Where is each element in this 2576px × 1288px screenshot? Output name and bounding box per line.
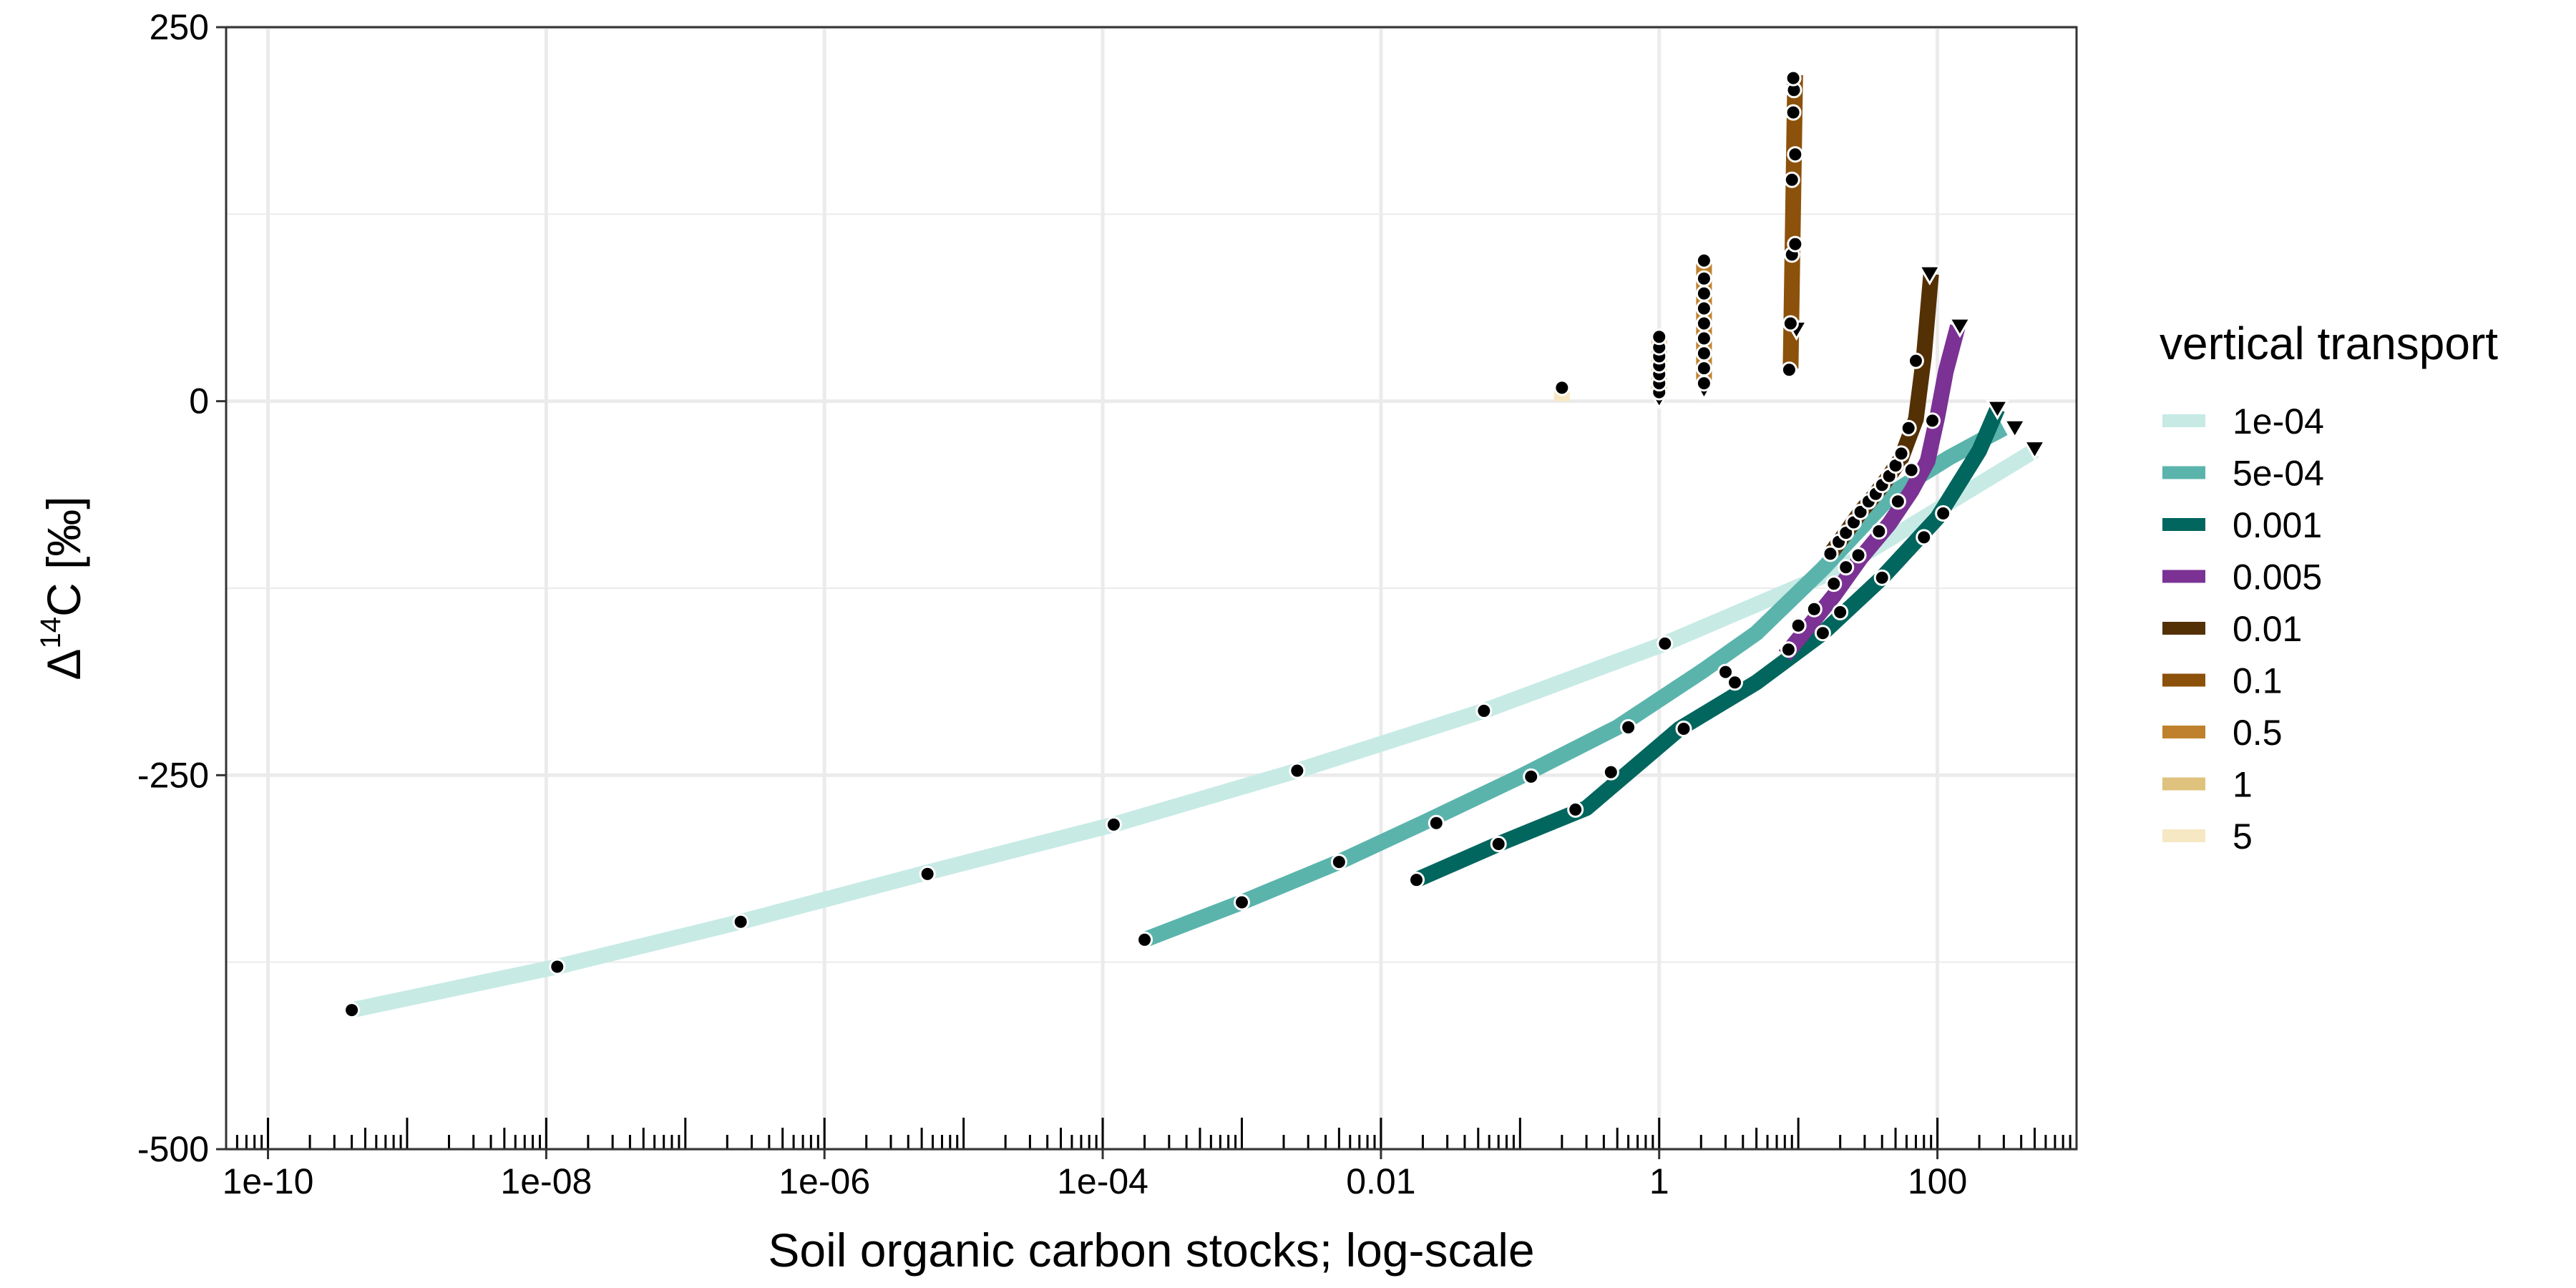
data-point: [1695, 300, 1712, 317]
data-point: [1787, 235, 1804, 253]
data-point: [1602, 763, 1619, 781]
triangle-marker: [2003, 419, 2027, 440]
data-point: [1695, 375, 1712, 392]
data-point: [1903, 462, 1920, 479]
data-point: [1428, 814, 1445, 831]
data-point: [1695, 330, 1712, 347]
legend-label: 0.001: [2233, 505, 2322, 545]
data-point: [1907, 352, 1924, 369]
plot-border: [225, 26, 2078, 1151]
legend-title: vertical transport: [2160, 318, 2498, 369]
data-point: [1832, 603, 1849, 620]
legend-label: 5: [2233, 816, 2253, 857]
y-axis-title-superscript: 14: [35, 617, 67, 649]
data-point: [1889, 493, 1906, 510]
data-point: [1695, 270, 1712, 287]
data-point: [1675, 721, 1692, 738]
data-point: [1870, 523, 1888, 540]
data-point: [1695, 285, 1712, 302]
x-axis-title: Soil organic carbon stocks; log-scale: [768, 1224, 1534, 1277]
x-tick-label: 1e-06: [779, 1161, 870, 1201]
data-point: [1783, 171, 1800, 188]
data-point: [549, 958, 566, 975]
data-point: [1935, 504, 1952, 522]
data-point: [343, 1002, 361, 1019]
series-line-5e-04: [1141, 421, 2008, 947]
data-point: [1924, 412, 1941, 429]
y-tick-label: 0: [189, 381, 209, 421]
x-axis: 1e-10 1e-08 1e-06 1e-04 0.01 1 100: [223, 1149, 1967, 1201]
data-point: [1893, 445, 1910, 462]
data-point: [1553, 379, 1571, 396]
data-point: [1695, 360, 1712, 377]
data-point: [1727, 674, 1744, 691]
data-point: [1233, 894, 1250, 911]
point-markers: [343, 69, 1952, 1019]
data-point: [1850, 547, 1867, 564]
legend-label: 0.1: [2233, 661, 2283, 701]
legend-label: 0.005: [2233, 557, 2322, 597]
data-point: [1785, 104, 1802, 121]
data-point: [1785, 69, 1802, 87]
legend-items: 1e-04 5e-04 0.001 0.005 0.01 0.1 0.5 1 5: [2162, 401, 2324, 857]
data-point: [1490, 836, 1507, 853]
x-tick-label: 0.01: [1346, 1161, 1415, 1201]
data-point: [919, 865, 936, 882]
legend-label: 1: [2233, 765, 2253, 805]
y-axis-title-delta: Δ: [37, 649, 90, 680]
data-point: [1822, 545, 1839, 562]
data-point: [1873, 569, 1890, 586]
data-point: [1787, 146, 1804, 163]
y-axis-title: Δ14C [‰]: [35, 496, 90, 680]
legend: vertical transport 1e-04 5e-04 0.001 0.005 0…: [2160, 318, 2498, 857]
series-line-1e-04: [350, 444, 2039, 1018]
data-point: [1523, 768, 1540, 785]
data-point: [1651, 328, 1668, 346]
data-point: [1330, 854, 1347, 871]
data-point: [1105, 816, 1122, 833]
data-point: [1838, 559, 1855, 576]
triangle-marker: [1918, 265, 1942, 286]
data-point: [1475, 702, 1493, 719]
y-tick-label: 250: [150, 7, 209, 47]
data-point: [1900, 419, 1917, 436]
legend-label: 0.01: [2233, 609, 2302, 649]
data-point: [1657, 635, 1674, 652]
y-tick-label: -250: [137, 755, 209, 795]
data-point: [1695, 315, 1712, 332]
triangle-marker: [1985, 399, 2010, 421]
data-point: [1780, 361, 1797, 379]
triangle-marker: [2022, 440, 2047, 461]
y-axis-title-rest: C [‰]: [37, 496, 90, 617]
data-point: [1916, 529, 1933, 546]
y-axis: 250 0 -250 -500: [137, 7, 226, 1169]
data-point: [732, 913, 749, 930]
data-point: [1814, 625, 1831, 642]
data-point: [1717, 663, 1734, 680]
data-point: [1620, 718, 1637, 736]
x-tick-label: 100: [1908, 1161, 1967, 1201]
x-tick-label: 1e-10: [223, 1161, 314, 1201]
y-tick-label: -500: [137, 1129, 209, 1169]
data-point: [1408, 872, 1425, 889]
legend-label: 5e-04: [2233, 454, 2324, 494]
legend-label: 1e-04: [2233, 401, 2324, 441]
x-tick-label: 1e-04: [1057, 1161, 1148, 1201]
legend-label: 0.5: [2233, 713, 2283, 753]
data-point: [1695, 345, 1712, 362]
data-point: [1782, 315, 1799, 332]
data-point: [1780, 641, 1797, 658]
data-point: [1695, 252, 1712, 269]
data-point: [1289, 762, 1306, 779]
data-point: [1567, 801, 1584, 818]
data-point: [1790, 617, 1807, 634]
triangle-marker: [1948, 317, 1972, 338]
data-point: [1805, 600, 1823, 618]
data-point: [1825, 575, 1843, 592]
data-point: [1136, 931, 1153, 948]
x-tick-label: 1: [1649, 1161, 1669, 1201]
x-tick-label: 1e-08: [500, 1161, 592, 1201]
